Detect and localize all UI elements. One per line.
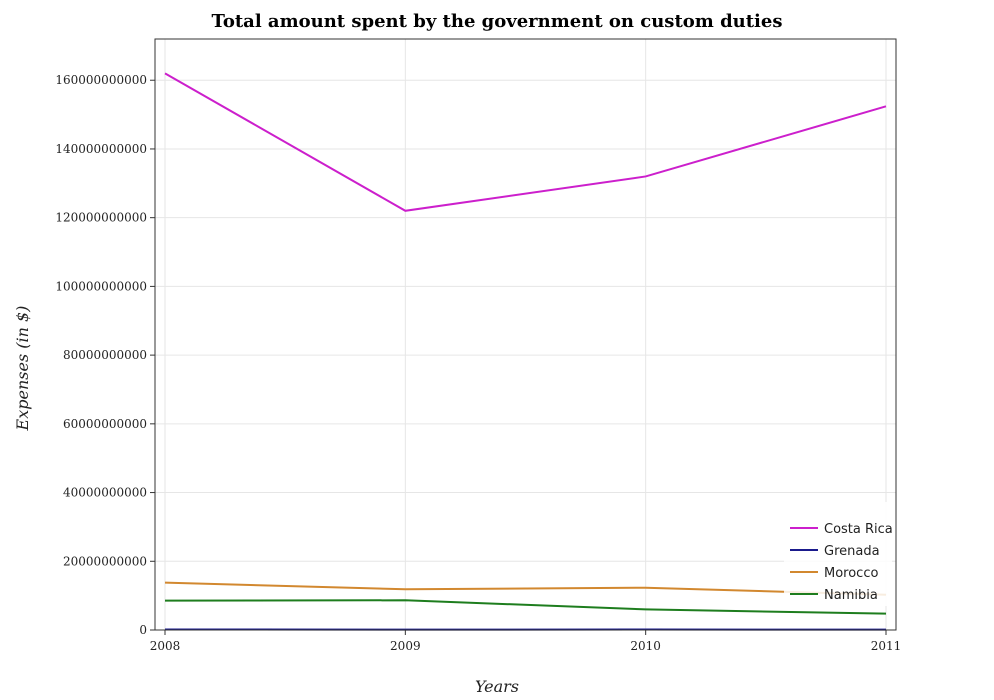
y-tick-label: 160000000000 — [55, 73, 147, 87]
legend-label-namibia: Namibia — [824, 588, 878, 603]
x-tick-label: 2010 — [630, 639, 661, 653]
x-tick-label: 2009 — [390, 639, 421, 653]
legend: Costa Rica Grenada Morocco Namibia — [784, 502, 893, 606]
series-line-costa-rica — [164, 72, 887, 212]
legend-box — [784, 502, 892, 606]
y-tick-label: 0 — [139, 623, 147, 637]
x-tick-label: 2011 — [871, 639, 902, 653]
y-tick-label: 120000000000 — [55, 211, 147, 225]
y-tick-label: 140000000000 — [55, 142, 147, 156]
chart-title: Total amount spent by the government on … — [212, 11, 783, 32]
y-axis-label: Expenses (in $) — [13, 306, 32, 432]
series-line-namibia — [164, 599, 887, 615]
y-tick-label: 80000000000 — [63, 348, 147, 362]
plot-frame — [154, 38, 897, 631]
legend-label-costa-rica: Costa Rica — [824, 522, 893, 537]
y-tick-label: 100000000000 — [55, 279, 147, 293]
x-tick-label: 2008 — [150, 639, 181, 653]
legend-label-morocco: Morocco — [824, 566, 878, 581]
y-tick-label: 20000000000 — [63, 554, 147, 568]
legend-label-grenada: Grenada — [824, 544, 880, 559]
series-line-morocco — [164, 581, 887, 596]
x-axis-label: Years — [475, 677, 519, 696]
y-tick-label: 40000000000 — [63, 486, 147, 500]
axes: 0 20000000000 40000000000 60000000000 800000… — [55, 38, 902, 653]
series-lines — [164, 72, 887, 631]
y-tick-label: 60000000000 — [63, 417, 147, 431]
